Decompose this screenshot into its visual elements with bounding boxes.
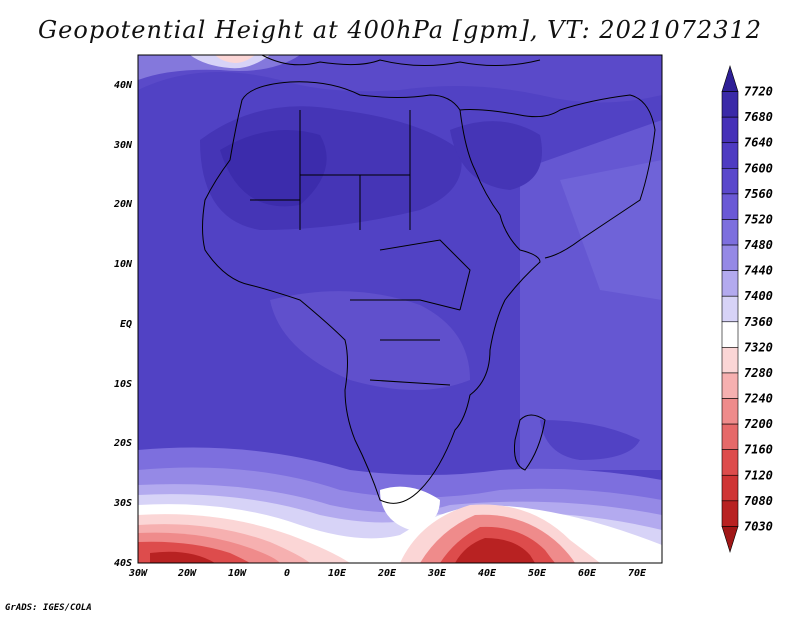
lat-tick-label: 40S [114, 558, 132, 569]
colorbar-level-label: 7200 [744, 417, 773, 431]
lat-tick-label: 10N [114, 259, 133, 270]
colorbar-swatch [721, 116, 739, 144]
credit-text: GrADS: IGES/COLA [5, 603, 92, 613]
colorbar-swatch [721, 64, 739, 92]
colorbar-swatch [721, 244, 739, 271]
lat-tick-label: 20N [113, 199, 133, 210]
lon-tick-label: 0 [284, 568, 290, 579]
lon-tick-label: 40E [478, 568, 497, 579]
colorbar-level-label: 7080 [744, 494, 773, 508]
colorbar: 7720 7680 7640 7600 7560 7520 7480 7440 7400 7360… [721, 64, 773, 554]
colorbar-swatch [721, 142, 739, 169]
lon-tick-label: 70E [628, 568, 647, 579]
colorbar-level-label: 7360 [744, 315, 773, 329]
lat-tick-label: 40N [114, 80, 133, 91]
lon-tick-label: 60E [578, 568, 597, 579]
chart-title: Geopotential Height at 400hPa [gpm], VT:… [38, 16, 762, 44]
colorbar-level-label: 7520 [744, 212, 773, 226]
longitude-axis: 30W 20W 10W 0 10E 20E 30E 40E 50E 60E 70… [128, 568, 647, 579]
colorbar-level-label: 7400 [744, 289, 773, 303]
colorbar-level-label: 7440 [744, 264, 773, 278]
colorbar-swatch [721, 398, 739, 425]
colorbar-swatch [721, 500, 739, 527]
plot-frame [137, 54, 663, 564]
lon-tick-label: 30E [427, 568, 447, 579]
colorbar-level-label: 7680 [744, 110, 773, 124]
colorbar-swatch [721, 372, 739, 399]
colorbar-swatch [721, 423, 739, 450]
colorbar-swatch [721, 449, 739, 476]
lon-tick-label: 10E [328, 568, 347, 579]
lat-tick-label: 30S [113, 498, 132, 509]
colorbar-level-label: 7280 [744, 366, 773, 380]
colorbar-level-label: 7480 [744, 238, 773, 252]
colorbar-level-label: 7240 [744, 392, 773, 406]
map-plot-area [138, 55, 662, 563]
colorbar-swatch [721, 91, 739, 118]
colorbar-level-label: 7560 [744, 187, 773, 201]
lon-tick-label: 20E [377, 568, 397, 579]
coastlines [202, 55, 656, 504]
colorbar-level-label: 7030 [744, 519, 773, 533]
colorbar-swatch [721, 347, 739, 374]
colorbar-level-label: 7720 [744, 85, 773, 99]
lon-tick-label: 50E [528, 568, 547, 579]
lat-tick-label: 10S [114, 379, 132, 390]
lat-tick-label: EQ [120, 319, 132, 330]
lon-tick-label: 30W [128, 568, 148, 579]
colorbar-level-label: 7160 [744, 443, 773, 457]
colorbar-swatch [721, 295, 739, 323]
colorbar-level-label: 7120 [744, 468, 773, 482]
colorbar-level-label: 7640 [744, 136, 773, 150]
lon-tick-label: 10W [228, 568, 247, 579]
latitude-axis: 40N 30N 20N 10N EQ 10S 20S 30S 40S [113, 80, 133, 569]
lat-tick-label: 20S [113, 438, 132, 449]
colorbar-swatch [721, 474, 739, 502]
colorbar-swatch [721, 193, 739, 220]
colorbar-swatch [721, 526, 739, 554]
colorbar-swatch [721, 219, 739, 246]
lon-tick-label: 20W [177, 568, 197, 579]
colorbar-swatch [721, 270, 739, 297]
colorbar-swatch [721, 321, 739, 348]
colorbar-swatch [721, 168, 739, 195]
colorbar-level-label: 7320 [744, 340, 773, 354]
colorbar-level-label: 7600 [744, 161, 773, 175]
lat-tick-label: 30N [113, 140, 133, 151]
